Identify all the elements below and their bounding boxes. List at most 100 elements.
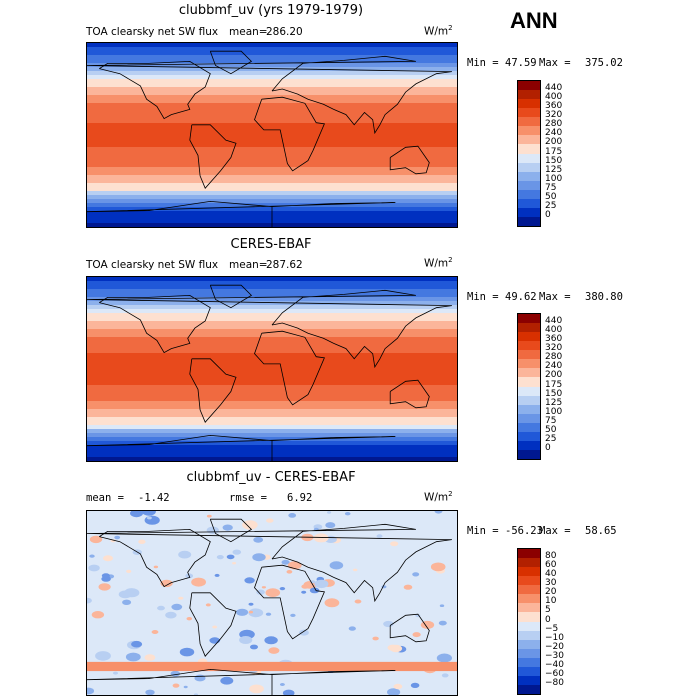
colorbar-tick-label: 175 <box>545 379 563 390</box>
panel-3-units: W/m2 <box>424 490 453 504</box>
field-anomaly <box>87 597 92 604</box>
colorbar-swatch <box>518 422 540 432</box>
field-band <box>87 111 457 116</box>
colorbar-tick-label: 240 <box>545 361 563 372</box>
coastline <box>87 434 396 461</box>
field-band <box>87 167 457 172</box>
colorbar-swatch <box>518 413 540 423</box>
coastline <box>189 592 237 657</box>
field-band <box>87 389 457 394</box>
colorbar-tick-label: 30 <box>545 578 557 589</box>
colorbar-tick-label: 75 <box>545 415 557 426</box>
colorbar-tick-label: 100 <box>545 173 563 184</box>
field-anomaly <box>98 583 111 591</box>
panel-3-rmse-value: 6.92 <box>287 492 313 504</box>
field-band <box>87 175 457 180</box>
field-band <box>87 413 457 418</box>
field-anomaly <box>279 587 286 591</box>
field-anomaly <box>101 573 110 579</box>
field-band <box>87 433 457 438</box>
colorbar-tick-label: 200 <box>545 370 563 381</box>
field-band <box>87 341 457 346</box>
colorbar-tick-label: 125 <box>545 397 563 408</box>
panel-3-rmse-label: rmse = <box>229 492 267 504</box>
field-anomaly <box>178 550 192 559</box>
panel-1-colorbar <box>517 80 541 227</box>
field-anomaly <box>393 683 403 690</box>
colorbar-swatch <box>518 207 540 217</box>
field-band <box>87 321 457 326</box>
field-anomaly <box>122 599 132 605</box>
field-anomaly <box>288 513 297 518</box>
field-band <box>87 51 457 56</box>
colorbar-swatch <box>518 657 540 667</box>
field-anomaly <box>178 596 184 600</box>
panel-3-max-value: 58.65 <box>585 525 617 537</box>
field-anomaly <box>438 620 447 626</box>
field-band <box>87 425 457 430</box>
field-anomaly <box>327 511 332 514</box>
colorbar-swatch <box>518 323 540 333</box>
coastline <box>254 564 325 640</box>
field-anomaly <box>412 632 421 638</box>
field-band <box>87 131 457 136</box>
field-anomaly <box>436 653 452 663</box>
coastline <box>209 518 253 543</box>
colorbar-tick-label: 25 <box>545 200 557 211</box>
field-band <box>87 103 457 108</box>
field-anomaly <box>264 636 278 645</box>
panel-2-min-label: Min = <box>467 291 499 303</box>
colorbar-tick-label: 320 <box>545 343 563 354</box>
field-anomaly <box>261 586 266 589</box>
field-band <box>87 107 457 112</box>
coastline <box>189 358 237 423</box>
field-anomaly <box>309 587 320 594</box>
panel-2-mean-label: mean= <box>229 259 268 271</box>
colorbar-swatch <box>518 395 540 405</box>
field-anomaly <box>248 610 253 614</box>
colorbar-swatch <box>518 675 540 685</box>
coastline <box>389 379 430 409</box>
coastline <box>254 330 325 406</box>
colorbar-swatch <box>518 666 540 676</box>
panel-3-field <box>87 511 457 695</box>
field-anomaly <box>95 651 111 661</box>
field-band <box>87 293 457 298</box>
field-anomaly <box>314 579 329 589</box>
field-anomaly <box>324 598 340 608</box>
field-anomaly <box>170 670 181 677</box>
field-anomaly <box>171 603 183 611</box>
field-band <box>87 127 457 132</box>
field-band <box>87 281 457 286</box>
field-anomaly <box>389 644 403 653</box>
field-band <box>87 373 457 378</box>
colorbar-swatch <box>518 603 540 613</box>
field-band <box>87 199 457 204</box>
field-band <box>87 353 457 358</box>
panel-1-max-value: 375.02 <box>585 57 623 69</box>
field-band <box>87 345 457 350</box>
field-anomaly <box>266 518 274 523</box>
field-anomaly <box>387 688 401 695</box>
field-anomaly <box>430 562 446 572</box>
panel-1-min-label: Min = <box>467 57 499 69</box>
panel-2-title: CERES-EBAF <box>230 237 312 252</box>
colorbar-tick-label: −5 <box>545 623 559 634</box>
field-anomaly <box>183 685 188 689</box>
colorbar-swatch <box>518 404 540 414</box>
field-anomaly <box>325 522 336 529</box>
panel-3-mean-label: mean = <box>86 492 124 504</box>
colorbar-tick-label: 50 <box>545 424 557 435</box>
coastline <box>99 294 211 354</box>
field-anomaly <box>313 533 329 543</box>
field-anomaly <box>232 562 237 565</box>
coastline <box>254 96 325 172</box>
field-anomaly <box>179 647 195 657</box>
field-anomaly <box>249 684 264 694</box>
field-anomaly <box>253 536 264 543</box>
field-anomaly <box>286 570 293 574</box>
field-band <box>87 135 457 140</box>
field-anomaly <box>103 555 113 562</box>
panel-1-map <box>86 42 458 228</box>
field-band <box>87 369 457 374</box>
